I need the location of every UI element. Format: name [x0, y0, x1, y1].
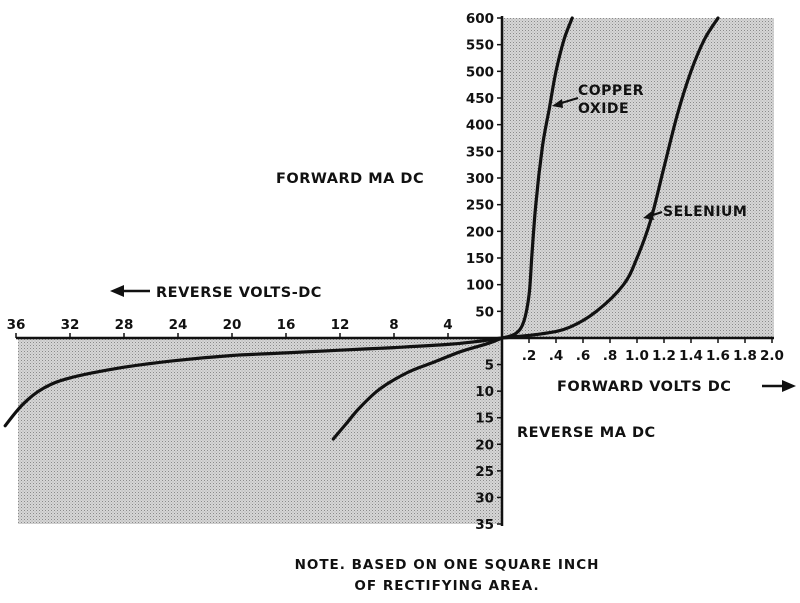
forward-ma-tick-label: 500	[466, 64, 494, 80]
series-curves	[3, 16, 720, 441]
forward-volts-tick-label: .2	[522, 348, 537, 364]
selenium-annotation: SELENIUM	[643, 204, 747, 220]
copper-oxide-forward-curve	[500, 16, 574, 340]
copper-oxide-label-line: OXIDE	[578, 101, 629, 117]
forward-volts-tick-label: 1.0	[625, 348, 649, 364]
reverse-ma-ticks: 5 10 15 20 25 30 35	[475, 358, 502, 533]
forward-volts-tick-label: 1.4	[679, 348, 703, 364]
copper-oxide-reverse-curve	[3, 336, 504, 428]
reverse-ma-tick-label: 10	[475, 384, 494, 400]
forward-ma-tick-label: 250	[466, 198, 494, 214]
forward-volts-ticks: .2 .4 .6 .8 1.0 1.2 1.4 1.6 1.8 2.0	[522, 338, 784, 364]
reverse-volts-tick-label: 12	[331, 317, 350, 333]
reverse-volts-tick-label: 20	[223, 317, 242, 333]
chart-note-line-1: NOTE. BASED ON ONE SQUARE INCH	[295, 557, 600, 573]
forward-ma-tick-label: 550	[466, 38, 494, 54]
arrow-left-icon	[110, 285, 124, 297]
forward-ma-ticks: 50 100 150 200 250 300 350 400 450 500 550 600	[466, 11, 502, 320]
forward-ma-label: FORWARD MA DC	[276, 171, 424, 187]
arrow-right-icon	[782, 380, 796, 392]
forward-volts-tick-label: .4	[549, 348, 564, 364]
copper-oxide-label-line: COPPER	[578, 83, 644, 99]
reverse-ma-label: REVERSE MA DC	[517, 425, 656, 441]
forward-ma-tick-label: 600	[466, 11, 494, 27]
forward-volts-label-group: FORWARD VOLTS DC	[557, 379, 796, 395]
forward-volts-tick-label: .8	[603, 348, 618, 364]
selenium-reverse-curve	[331, 336, 504, 441]
forward-ma-tick-label: 200	[466, 224, 494, 240]
reverse-volts-label: REVERSE VOLTS-DC	[156, 285, 322, 301]
forward-quadrant-shading	[502, 18, 774, 338]
reverse-volts-tick-label: 32	[61, 317, 80, 333]
forward-volts-label: FORWARD VOLTS DC	[557, 379, 731, 395]
selenium-series-label: SELENIUM	[663, 204, 747, 220]
forward-ma-tick-label: 350	[466, 144, 494, 160]
forward-ma-tick-label: 450	[466, 91, 494, 107]
reverse-ma-tick-label: 20	[475, 437, 494, 453]
reverse-volts-ticks: 4 8 12 16 20 24 28 32 36	[7, 317, 453, 338]
reverse-volts-tick-label: 16	[277, 317, 296, 333]
forward-volts-tick-label: 1.2	[652, 348, 676, 364]
reverse-ma-tick-label: 25	[475, 464, 494, 480]
selenium-forward-curve	[500, 16, 720, 340]
forward-ma-tick-label: 50	[475, 304, 494, 320]
reverse-ma-tick-label: 30	[475, 490, 494, 506]
forward-volts-tick-label: 2.0	[760, 348, 784, 364]
reverse-volts-label-group: REVERSE VOLTS-DC	[110, 285, 322, 301]
forward-ma-tick-label: 300	[466, 171, 494, 187]
forward-volts-tick-label: .6	[576, 348, 591, 364]
forward-ma-tick-label: 100	[466, 278, 494, 294]
forward-volts-tick-label: 1.8	[733, 348, 757, 364]
forward-volts-tick-label: 1.6	[706, 348, 730, 364]
copper-oxide-annotation: COPPER OXIDE	[552, 83, 644, 117]
reverse-ma-tick-label: 35	[475, 517, 494, 533]
reverse-ma-tick-label: 5	[485, 358, 494, 374]
forward-ma-tick-label: 150	[466, 251, 494, 267]
selenium-arrowhead	[643, 211, 654, 220]
reverse-quadrant-shading	[18, 338, 502, 524]
reverse-volts-tick-label: 8	[389, 317, 398, 333]
reverse-volts-tick-label: 36	[7, 317, 26, 333]
reverse-volts-tick-label: 24	[169, 317, 188, 333]
copper-oxide-series-label: COPPER OXIDE	[578, 83, 644, 117]
reverse-ma-tick-label: 15	[475, 411, 494, 427]
forward-ma-tick-label: 400	[466, 118, 494, 134]
reverse-volts-tick-label: 4	[443, 317, 452, 333]
chart-note-line-2: OF RECTIFYING AREA.	[354, 578, 539, 594]
reverse-volts-tick-label: 28	[115, 317, 134, 333]
copper-oxide-arrowhead	[552, 99, 563, 108]
